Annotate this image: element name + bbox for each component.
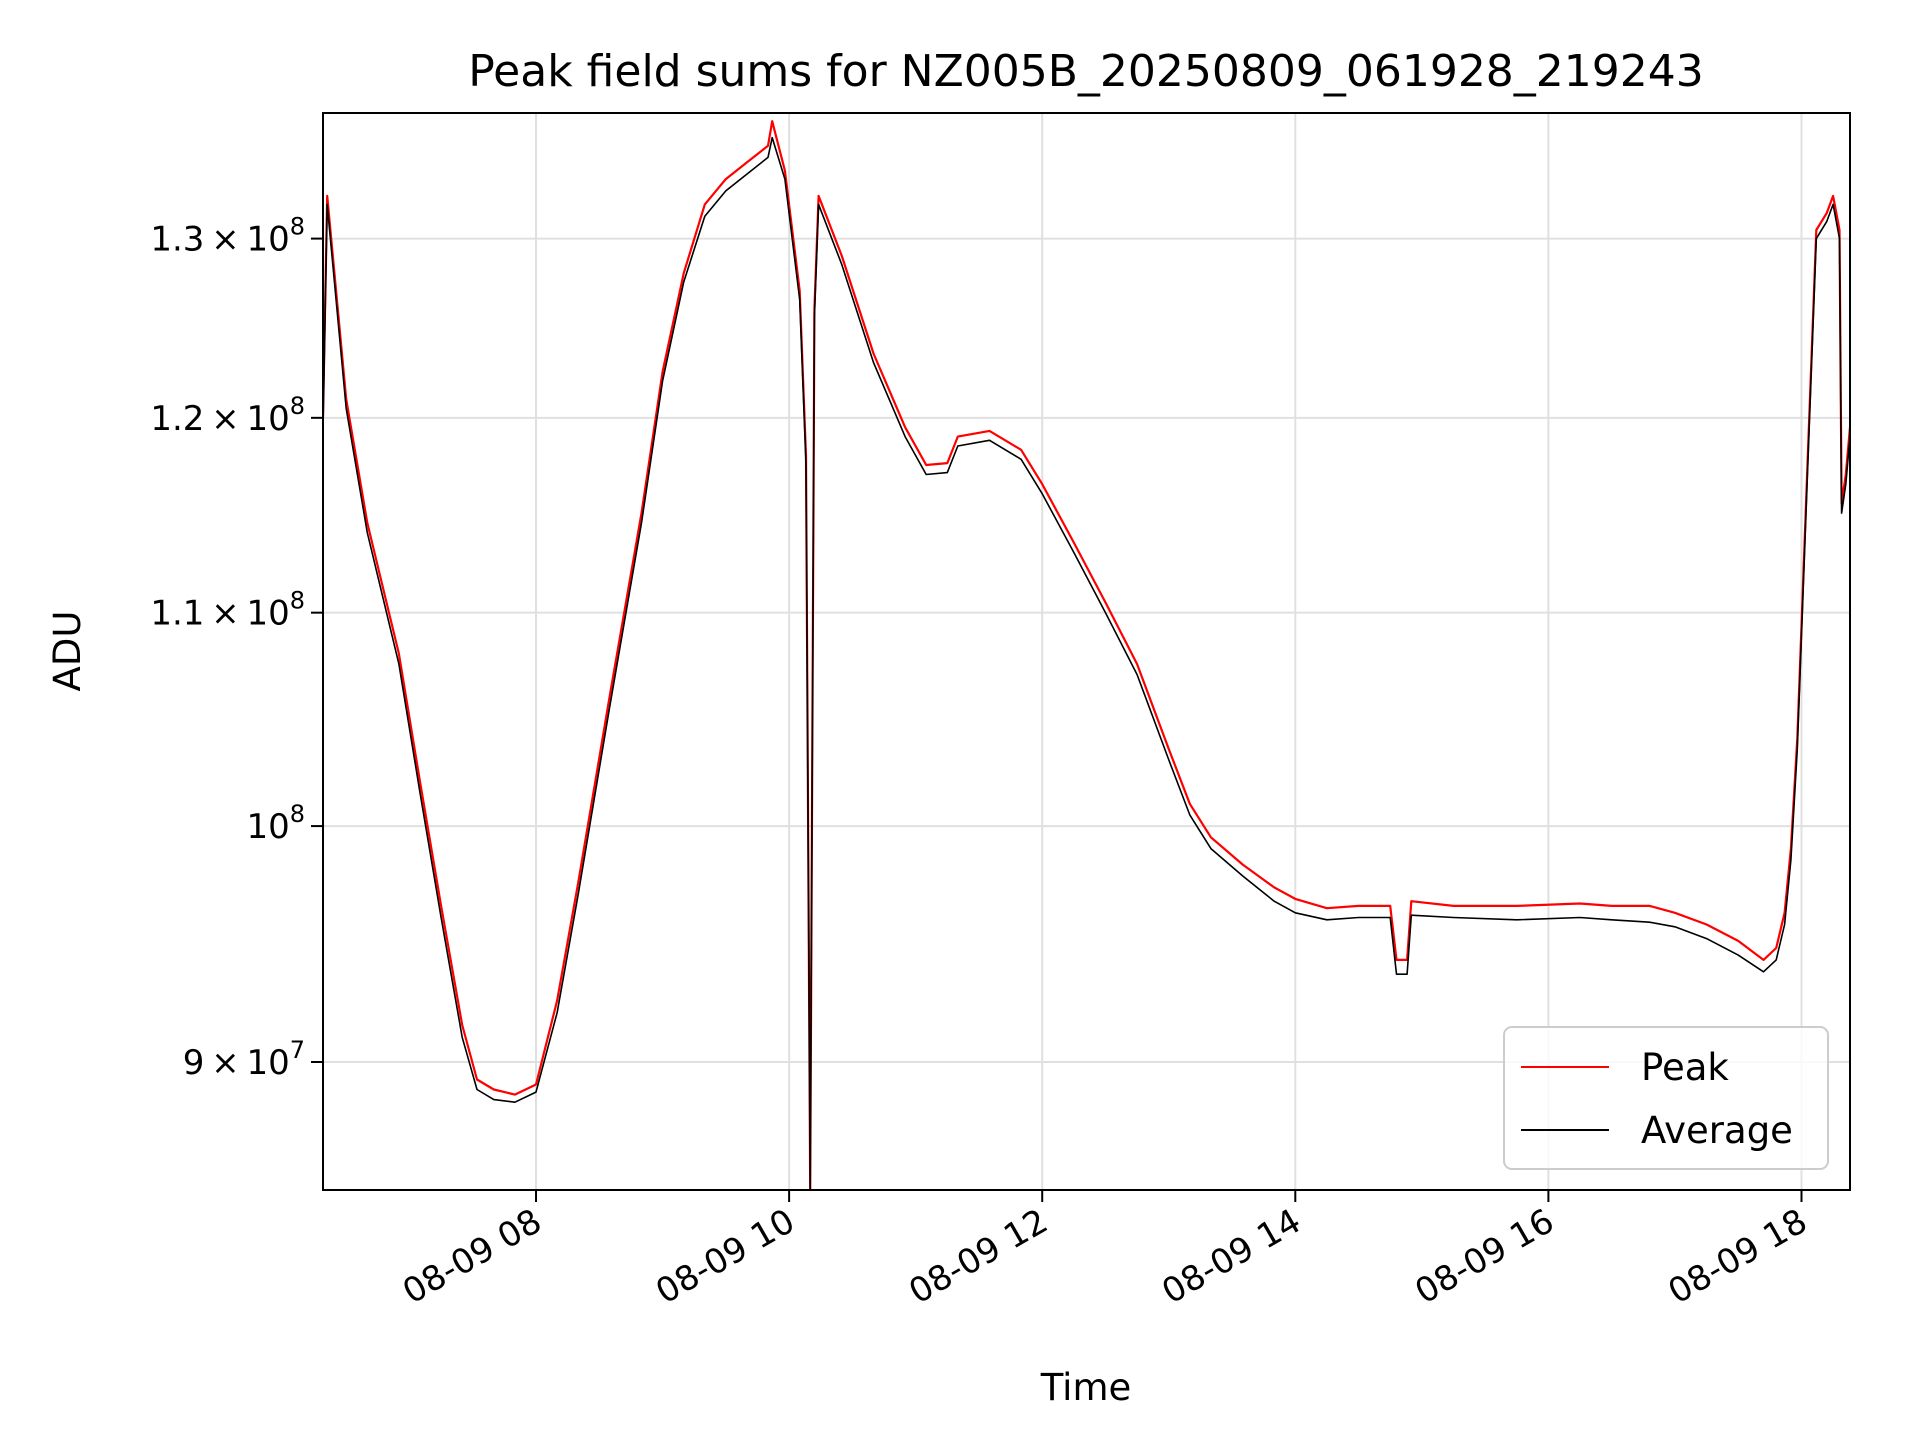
y-axis-ticks: 9 × 107 108 1.1 × 108 1.2 × 108 1.3 × 108 bbox=[150, 213, 323, 1083]
y-tick-label: 1.2 × 108 bbox=[150, 392, 305, 439]
y-tick-label: 1.1 × 108 bbox=[150, 587, 305, 634]
chart-title: Peak field sums for NZ005B_20250809_0619… bbox=[468, 46, 1704, 97]
y-tick-label: 108 bbox=[246, 800, 305, 847]
series-line-average bbox=[323, 136, 1850, 1190]
plot-lines bbox=[323, 120, 1850, 1190]
plot-frame bbox=[322, 112, 1851, 1191]
legend: Peak Average bbox=[1503, 1026, 1829, 1170]
series-line-peak bbox=[323, 120, 1850, 1190]
legend-box bbox=[1503, 1026, 1829, 1170]
x-axis-label: Time bbox=[1040, 1366, 1132, 1409]
y-axis-label: ADU bbox=[46, 611, 89, 692]
legend-label-peak: Peak bbox=[1641, 1046, 1729, 1089]
legend-label-average: Average bbox=[1641, 1109, 1793, 1152]
y-tick-label: 1.3 × 108 bbox=[150, 213, 305, 260]
y-tick-label: 9 × 107 bbox=[183, 1036, 305, 1083]
